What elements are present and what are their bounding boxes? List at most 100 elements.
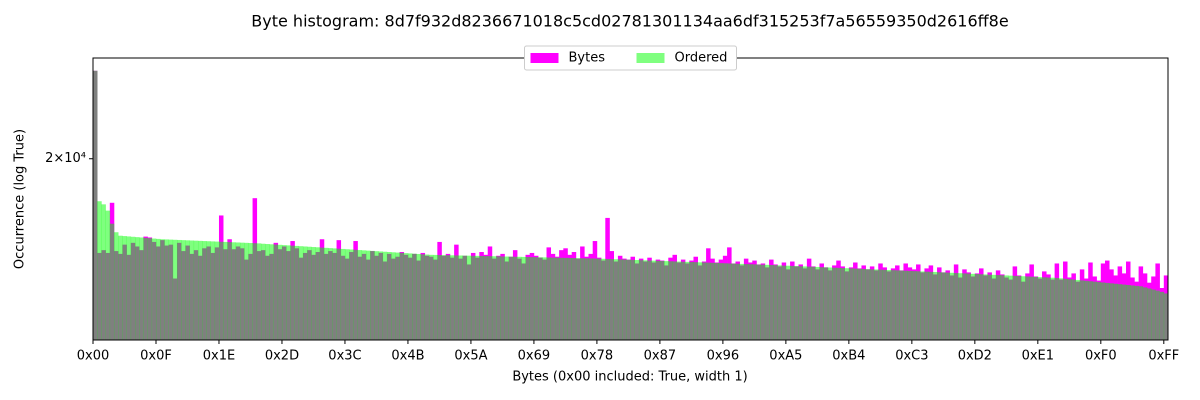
bar: [361, 250, 367, 340]
bar: [231, 242, 237, 340]
bar: [1100, 282, 1106, 340]
bar: [655, 260, 661, 340]
bar: [206, 241, 211, 340]
bar: [848, 268, 854, 340]
bar: [949, 272, 955, 340]
bar: [554, 257, 560, 340]
bar: [970, 273, 976, 340]
bar: [538, 257, 543, 340]
bar: [958, 273, 963, 340]
x-tick-label: 0x3C: [328, 349, 361, 364]
legend-swatch: [530, 53, 559, 63]
bar: [277, 244, 283, 340]
bar: [916, 271, 921, 340]
bar: [315, 247, 321, 340]
bar: [517, 256, 522, 340]
bar: [395, 252, 400, 340]
bar: [1134, 285, 1139, 340]
bar: [685, 261, 690, 340]
bar: [643, 260, 648, 340]
bar: [995, 275, 1001, 340]
bar: [571, 258, 577, 340]
bar: [1096, 282, 1102, 340]
bar: [479, 255, 484, 340]
bar: [449, 255, 455, 340]
legend-box: [524, 45, 737, 71]
bar: [769, 265, 774, 340]
bar: [911, 271, 917, 340]
bar: [433, 254, 438, 340]
bar: [1163, 293, 1169, 340]
bar: [941, 272, 946, 340]
bar: [1050, 277, 1055, 340]
x-tick-label: 0xE1: [1022, 349, 1054, 364]
bar: [844, 268, 850, 340]
bar: [790, 265, 795, 340]
bar: [382, 251, 388, 340]
bar: [823, 267, 829, 340]
bar: [437, 255, 442, 340]
bar: [185, 240, 190, 340]
bar: [1016, 276, 1022, 340]
bar: [197, 240, 203, 340]
legend-swatch: [636, 53, 665, 63]
bar: [899, 270, 904, 340]
bar: [664, 261, 669, 340]
bar: [727, 263, 732, 340]
bar: [575, 258, 581, 340]
bar: [529, 257, 535, 340]
bar: [638, 260, 644, 340]
bar: [1012, 275, 1018, 340]
bars: [93, 70, 1169, 340]
bar: [853, 268, 858, 340]
bar: [445, 255, 451, 340]
x-axis-label: Bytes (0x00 included: True, width 1): [512, 370, 747, 385]
bar: [323, 247, 329, 340]
bar: [659, 260, 665, 340]
bar: [319, 247, 325, 340]
bar: [475, 255, 480, 340]
x-tick-label: 0x2D: [265, 349, 299, 364]
bar: [979, 274, 984, 340]
bar: [344, 249, 350, 340]
bar: [1004, 275, 1009, 340]
bar: [466, 255, 472, 340]
bar: [605, 258, 610, 340]
bar: [697, 262, 703, 340]
bar: [865, 269, 871, 340]
bar: [496, 256, 501, 340]
bar: [983, 274, 988, 340]
bar: [1025, 276, 1030, 340]
bar: [693, 262, 698, 340]
bar: [428, 254, 434, 340]
bar: [483, 256, 489, 340]
bar: [622, 259, 627, 340]
x-tick-label: 0xC3: [895, 349, 928, 364]
bar: [1155, 290, 1160, 340]
x-tick-label: 0x69: [518, 349, 551, 364]
bar: [920, 271, 925, 340]
bar: [302, 246, 308, 340]
bar: [819, 267, 824, 340]
bar: [365, 250, 371, 340]
bar: [953, 273, 959, 340]
chart-title: Byte histogram: 8d7f932d8236671018c5cd02…: [251, 12, 1008, 31]
bar: [260, 243, 266, 340]
bar: [567, 257, 573, 340]
bar: [886, 270, 892, 340]
bar: [945, 272, 950, 340]
bar: [1138, 286, 1144, 340]
bar: [399, 252, 405, 340]
bar: [370, 250, 375, 340]
bar: [991, 274, 997, 340]
bar: [105, 210, 111, 340]
bar: [160, 239, 165, 340]
bar: [672, 261, 677, 340]
bar: [491, 256, 497, 340]
bar: [290, 245, 295, 340]
bar: [441, 255, 447, 340]
bar: [1042, 277, 1047, 340]
bar: [1084, 280, 1089, 340]
bar: [1126, 285, 1131, 340]
bar: [239, 242, 245, 340]
